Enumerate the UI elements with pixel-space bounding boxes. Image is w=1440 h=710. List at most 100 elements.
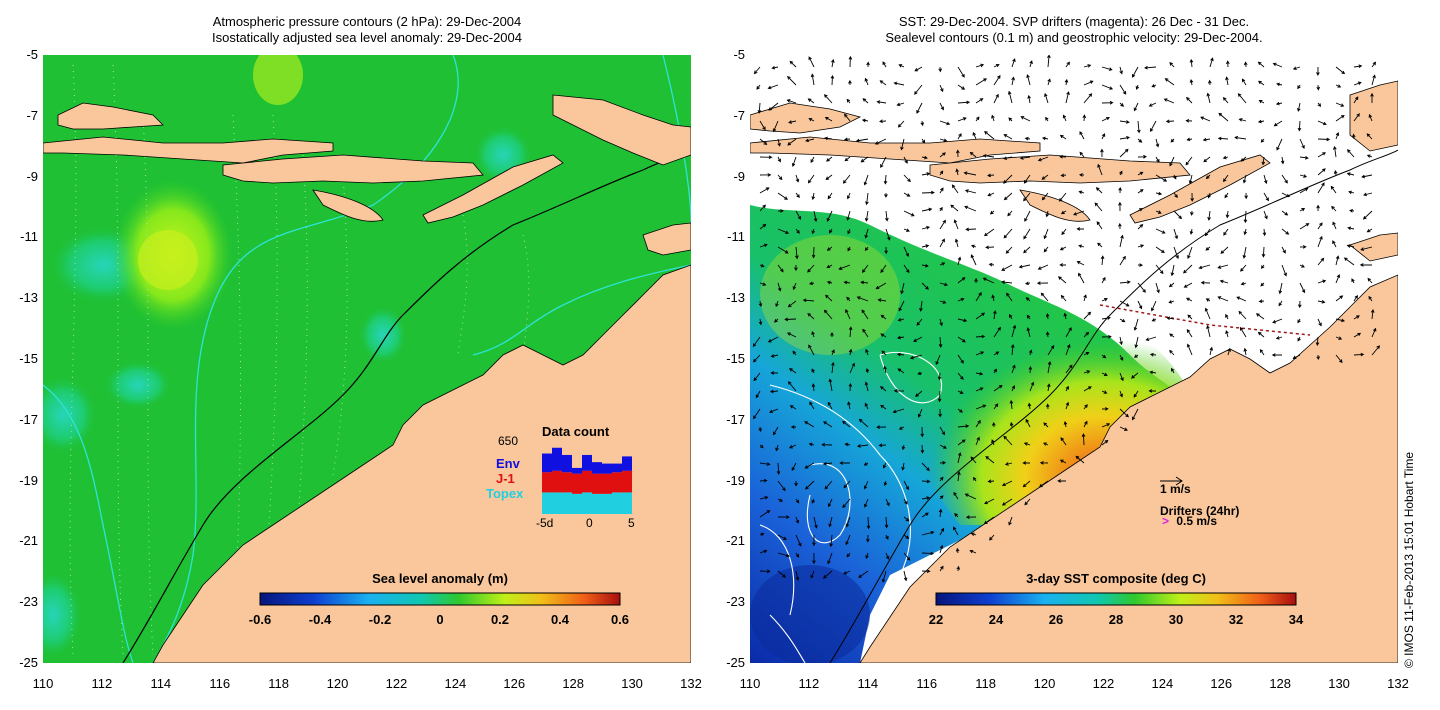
velocity-arrow <box>1119 234 1124 248</box>
drifters-speed-legend: > 0.5 m/s <box>1162 514 1217 528</box>
velocity-arrow <box>1060 437 1067 446</box>
velocity-arrow <box>878 443 887 448</box>
velocity-arrow <box>957 439 966 446</box>
sea-level-anomaly-map <box>43 55 691 663</box>
velocity-arrow <box>784 317 797 322</box>
velocity-arrow <box>1101 116 1110 122</box>
velocity-arrow <box>827 401 833 410</box>
velocity-arrow <box>807 312 815 320</box>
velocity-arrow <box>921 155 928 160</box>
velocity-arrow <box>811 331 815 338</box>
velocity-arrow <box>975 371 984 376</box>
velocity-arrow <box>759 187 770 194</box>
velocity-arrow <box>1164 78 1175 86</box>
velocity-arrow <box>811 192 816 201</box>
velocity-arrow <box>957 117 967 122</box>
velocity-arrow <box>808 56 815 68</box>
lat-tick-label: -9 <box>26 168 38 184</box>
velocity-arrow <box>777 515 790 519</box>
velocity-arrow <box>866 534 870 543</box>
velocity-arrow <box>759 243 768 248</box>
lat-tick-label: -23 <box>726 594 745 610</box>
velocity-arrow <box>939 187 944 194</box>
velocity-arrow <box>1148 102 1157 107</box>
velocity-arrow <box>809 401 815 410</box>
velocity-arrow <box>1083 331 1090 338</box>
velocity-arrow <box>1119 354 1124 361</box>
velocity-arrow <box>1203 156 1211 163</box>
data-count-bar-env <box>592 462 602 474</box>
velocity-arrow <box>1316 84 1321 91</box>
velocity-arrow <box>893 389 905 393</box>
velocity-arrow <box>950 204 959 212</box>
velocity-arrow <box>1335 132 1340 140</box>
velocity-arrow <box>848 55 853 68</box>
velocity-arrow <box>1371 61 1377 68</box>
velocity-arrow <box>1206 92 1211 104</box>
velocity-arrow <box>1281 228 1290 235</box>
lat-tick-label: -7 <box>26 107 38 123</box>
velocity-arrow <box>1137 263 1144 267</box>
velocity-arrow <box>1363 192 1373 197</box>
velocity-arrow <box>1225 330 1229 338</box>
velocity-arrow <box>753 66 761 75</box>
velocity-arrow <box>1186 343 1193 356</box>
velocity-arrow <box>896 352 905 357</box>
velocity-arrow <box>957 66 965 78</box>
velocity-arrow <box>1119 170 1123 176</box>
velocity-arrow <box>1076 261 1085 266</box>
velocity-arrow <box>802 298 815 303</box>
velocity-arrow <box>759 478 768 483</box>
velocity-arrow <box>826 156 833 162</box>
velocity-arrow <box>1009 421 1014 428</box>
velocity-arrow <box>795 516 800 524</box>
velocity-arrow <box>788 120 797 124</box>
velocity-arrow <box>1335 336 1343 340</box>
velocity-arrow <box>862 328 869 338</box>
velocity-arrow <box>844 156 851 162</box>
velocity-arrow <box>795 246 799 260</box>
data-count-title: Data count <box>542 424 610 439</box>
colorbar-tick-label: -0.6 <box>248 612 272 627</box>
velocity-arrow <box>1037 264 1049 270</box>
velocity-arrow <box>903 552 911 561</box>
velocity-arrow <box>957 354 964 364</box>
velocity-arrow <box>1155 228 1166 234</box>
velocity-arrow <box>759 532 765 537</box>
data-count-bar-j1 <box>592 473 602 494</box>
velocity-arrow <box>1059 263 1067 267</box>
velocity-arrow <box>1351 133 1356 140</box>
lat-tick-label: -15 <box>19 351 38 366</box>
velocity-arrow <box>826 246 833 251</box>
velocity-arrow <box>843 113 851 122</box>
velocity-arrow <box>939 460 947 465</box>
velocity-arrow <box>1119 102 1124 107</box>
velocity-arrow <box>1169 62 1175 68</box>
velocity-arrow <box>1260 282 1265 287</box>
velocity-arrow <box>1189 228 1194 235</box>
velocity-arrow <box>1333 169 1338 176</box>
velocity-arrow <box>1045 403 1050 410</box>
velocity-arrow <box>1047 344 1055 356</box>
lat-tick-label: -23 <box>19 594 38 610</box>
velocity-arrow <box>1155 191 1163 196</box>
velocity-arrow <box>1260 264 1265 269</box>
data-count-bar-j1 <box>562 472 572 493</box>
lat-tick-label: -21 <box>726 533 745 549</box>
velocity-arrow <box>759 173 772 177</box>
velocity-arrow <box>1353 352 1365 357</box>
velocity-arrow <box>1299 208 1306 212</box>
velocity-arrow <box>957 471 961 482</box>
lon-tick-label: 132 <box>1387 676 1409 691</box>
velocity-arrow <box>1299 138 1305 149</box>
data-count-bar-j1 <box>582 470 592 493</box>
velocity-arrow <box>970 254 977 266</box>
velocity-arrow <box>1240 264 1247 272</box>
velocity-arrow <box>1316 66 1320 76</box>
colorbar-tick-label: 26 <box>1048 612 1064 627</box>
velocity-arrow <box>903 210 915 217</box>
velocity-arrow <box>885 210 889 222</box>
velocity-arrow <box>791 156 797 167</box>
velocity-arrow <box>789 60 797 68</box>
velocity-arrow <box>846 210 851 221</box>
